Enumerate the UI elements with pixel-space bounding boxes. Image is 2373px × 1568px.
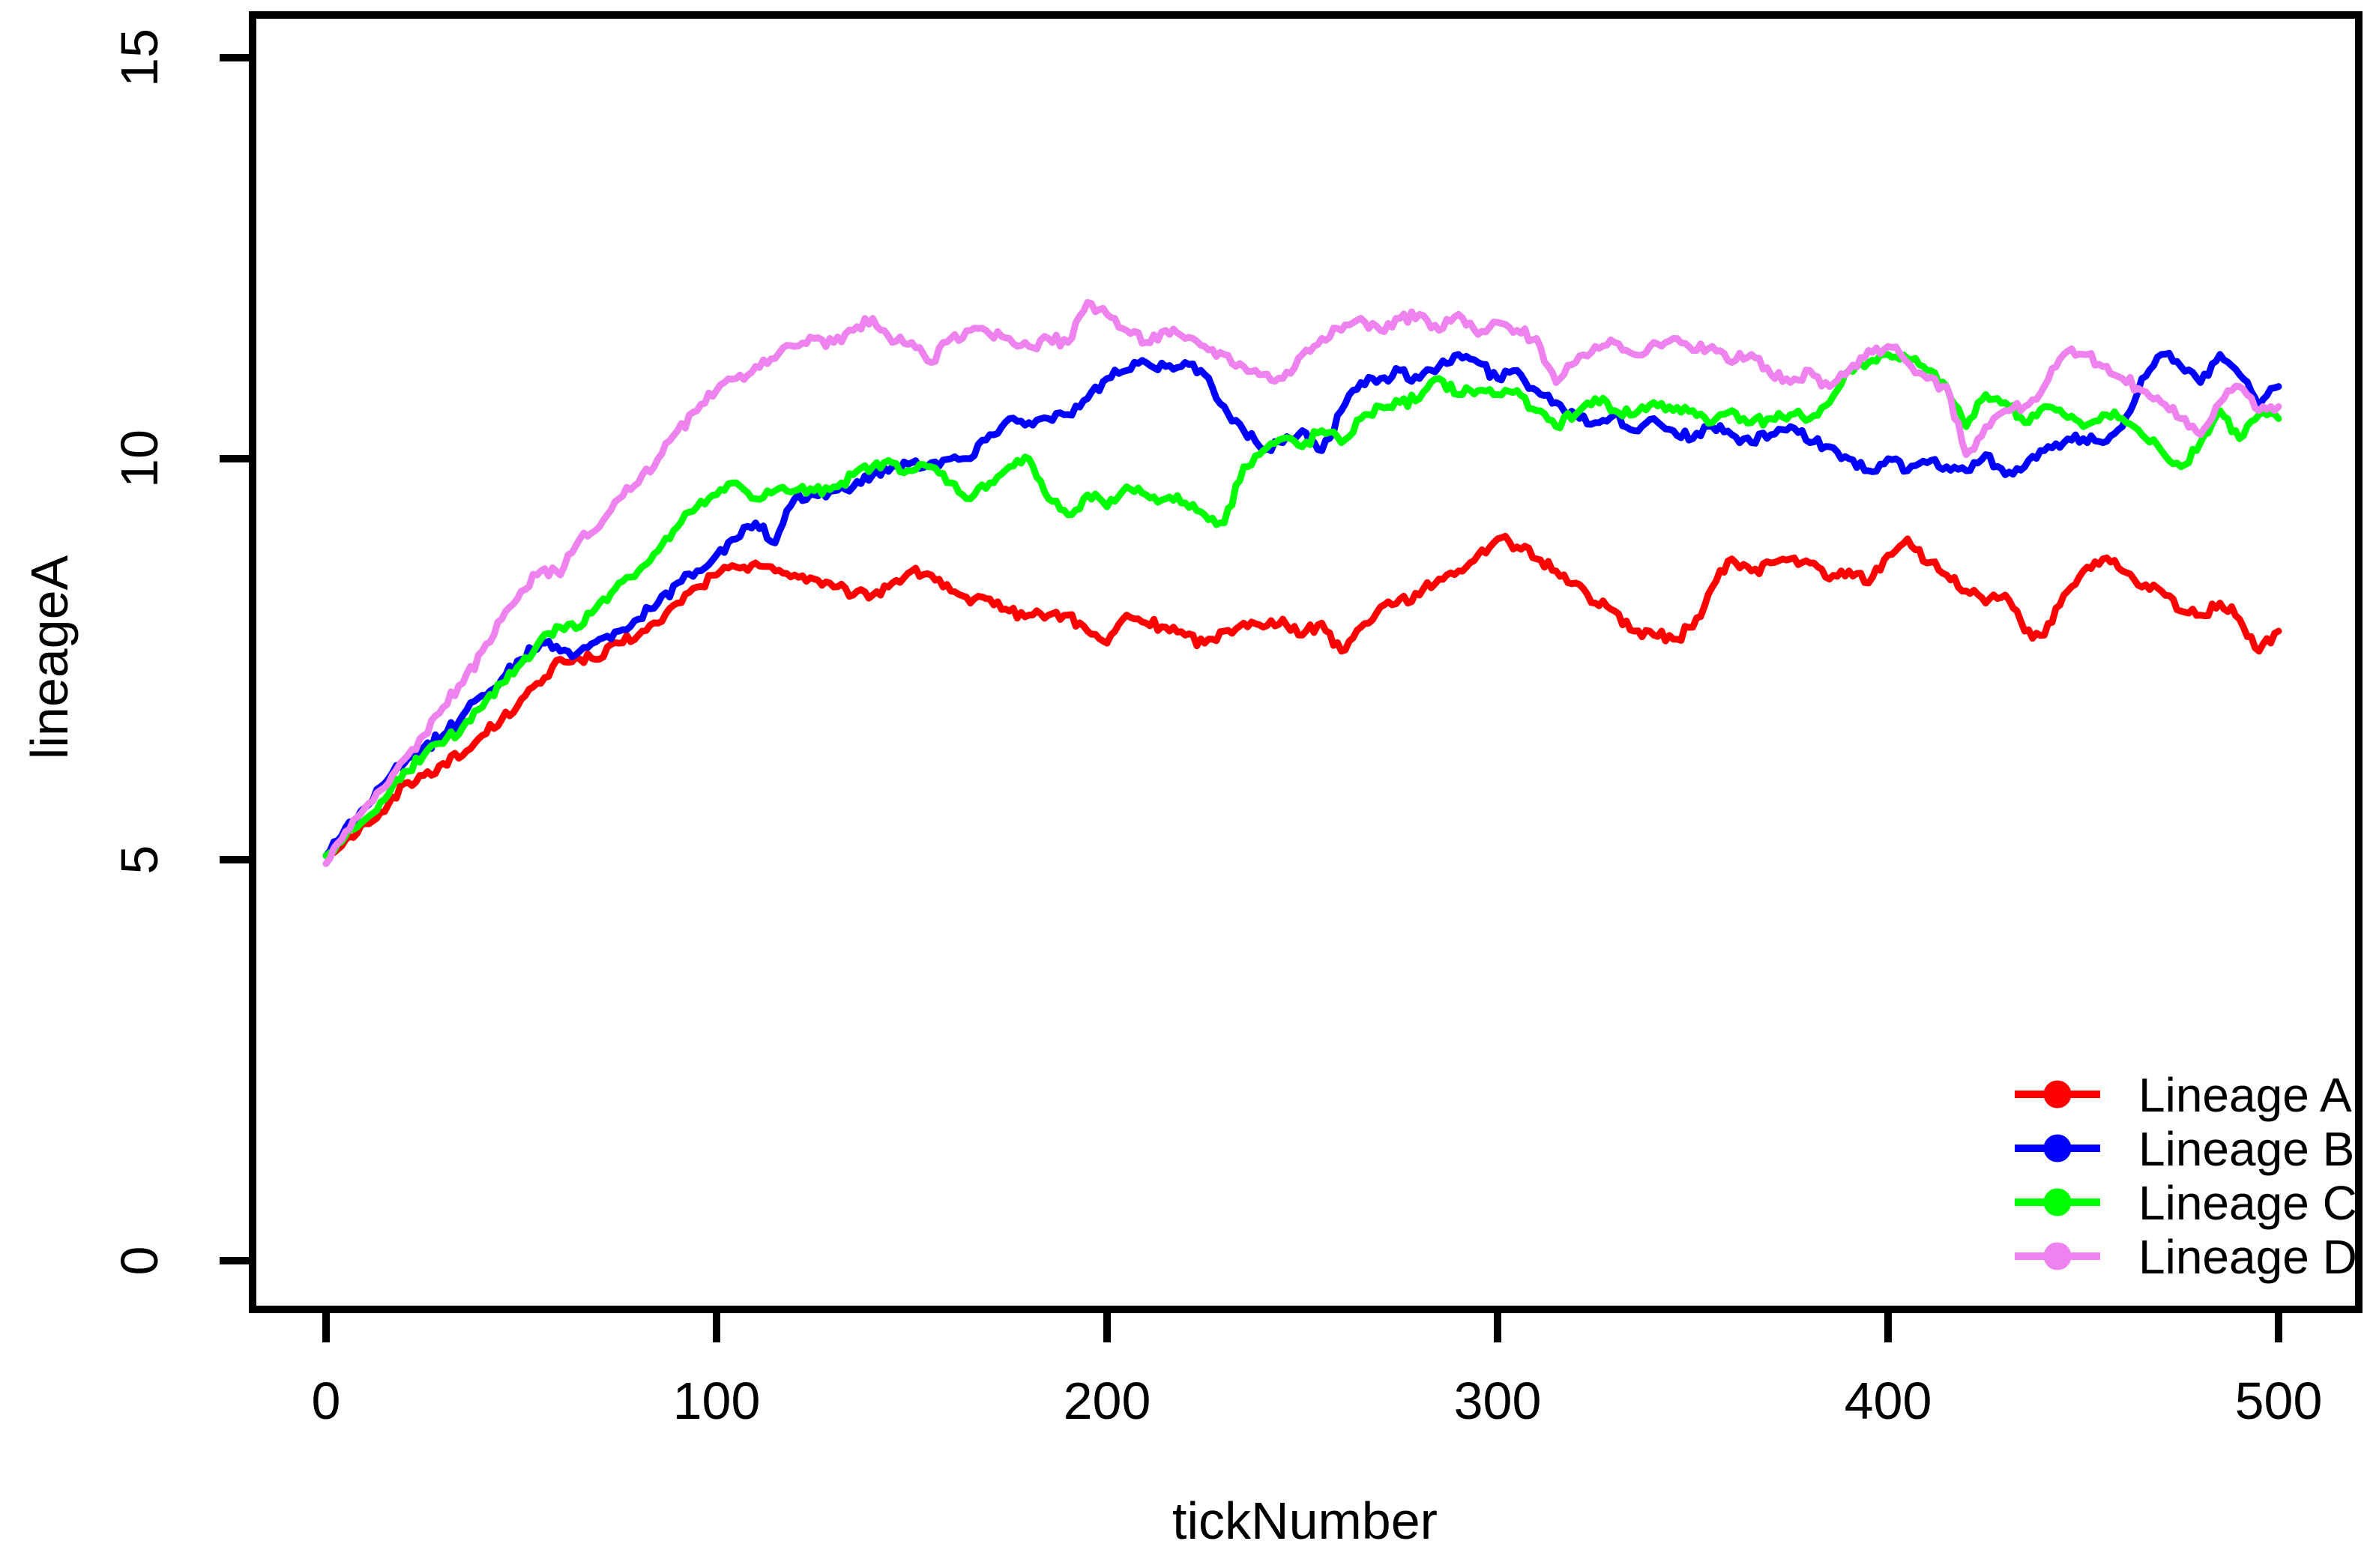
x-tick-label: 0 (312, 1372, 341, 1430)
series-line-lineage-b (322, 349, 2282, 860)
y-tick-label: 15 (110, 28, 169, 87)
legend-item-lineage-d: Lineage D (2015, 1230, 2357, 1284)
series-group (322, 298, 2282, 867)
legend-item-lineage-b: Lineage B (2015, 1122, 2354, 1176)
series-line-lineage-d (322, 298, 2282, 867)
legend-label: Lineage C (2138, 1176, 2357, 1230)
y-tick-label: 5 (110, 845, 169, 875)
x-axis: 0 100 200 300 400 500 (312, 1309, 2323, 1430)
legend-label: Lineage D (2138, 1230, 2357, 1284)
x-tick-label: 300 (1454, 1372, 1542, 1430)
legend-item-lineage-a: Lineage A (2015, 1068, 2352, 1122)
y-axis-title: lineageA (20, 555, 79, 759)
x-tick-label: 100 (673, 1372, 761, 1430)
legend-label: Lineage A (2138, 1068, 2352, 1122)
y-tick-label: 10 (110, 429, 169, 488)
x-tick-label: 500 (2235, 1372, 2323, 1430)
series-line-lineage-a (322, 532, 2282, 860)
x-axis-title: tickNumber (1172, 1492, 1438, 1550)
y-axis: 0 5 10 15 (110, 28, 253, 1275)
legend-label: Lineage B (2138, 1122, 2354, 1176)
plot-border (249, 11, 2363, 1313)
legend-item-lineage-c: Lineage C (2015, 1176, 2357, 1230)
x-tick-label: 200 (1064, 1372, 1151, 1430)
legend: Lineage A Lineage B Lineage C Lineage D (2015, 1068, 2357, 1284)
legend-point-icon (2043, 1134, 2072, 1163)
legend-point-icon (2043, 1188, 2072, 1216)
legend-point-icon (2043, 1242, 2072, 1270)
y-tick-label: 0 (110, 1246, 169, 1276)
x-tick-label: 400 (1845, 1372, 1932, 1430)
legend-point-icon (2043, 1080, 2072, 1109)
